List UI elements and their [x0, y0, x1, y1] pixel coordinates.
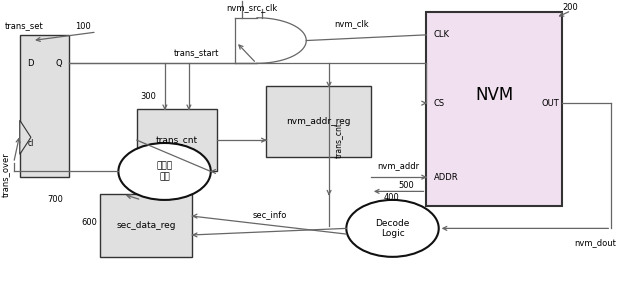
Text: nvm_clk: nvm_clk	[334, 19, 369, 28]
Polygon shape	[20, 120, 31, 154]
Bar	[20, 35, 69, 177]
Text: OUT: OUT	[541, 99, 559, 108]
Text: nvm_src_clk: nvm_src_clk	[226, 3, 277, 12]
Bar	[426, 12, 562, 206]
Text: trans_set: trans_set	[4, 22, 43, 31]
Text: trans_start: trans_start	[174, 49, 219, 58]
Text: trans_cnt: trans_cnt	[156, 136, 198, 145]
Text: nvm_addr_reg: nvm_addr_reg	[286, 117, 351, 126]
Text: 700: 700	[48, 195, 63, 204]
Text: 计数值
判断: 计数值 判断	[156, 162, 173, 181]
Text: nvm_addr: nvm_addr	[377, 161, 419, 170]
Text: 200: 200	[562, 3, 578, 12]
Text: Q: Q	[55, 59, 62, 68]
Bar	[100, 194, 192, 257]
Ellipse shape	[118, 143, 211, 200]
Text: NVM: NVM	[475, 86, 513, 104]
Text: trans_over: trans_over	[2, 152, 11, 197]
Text: sec_info: sec_info	[252, 210, 287, 219]
Text: CS: CS	[434, 99, 445, 108]
Bar	[137, 109, 217, 172]
Text: ADDR: ADDR	[434, 173, 458, 182]
Text: nvm_dout: nvm_dout	[574, 238, 616, 247]
Text: sec_data_reg: sec_data_reg	[116, 221, 176, 230]
Ellipse shape	[346, 200, 439, 257]
Text: Decode
Logic: Decode Logic	[376, 219, 409, 238]
Text: D: D	[27, 59, 34, 68]
Text: 600: 600	[81, 218, 97, 227]
Text: 400: 400	[383, 192, 399, 202]
Text: 300: 300	[140, 92, 156, 101]
Bar	[266, 86, 371, 157]
Text: 500: 500	[399, 181, 414, 190]
Text: trans_cnt: trans_cnt	[336, 122, 344, 158]
Text: CLK: CLK	[434, 30, 450, 39]
Text: cl: cl	[27, 138, 34, 148]
Text: 100: 100	[75, 22, 91, 31]
